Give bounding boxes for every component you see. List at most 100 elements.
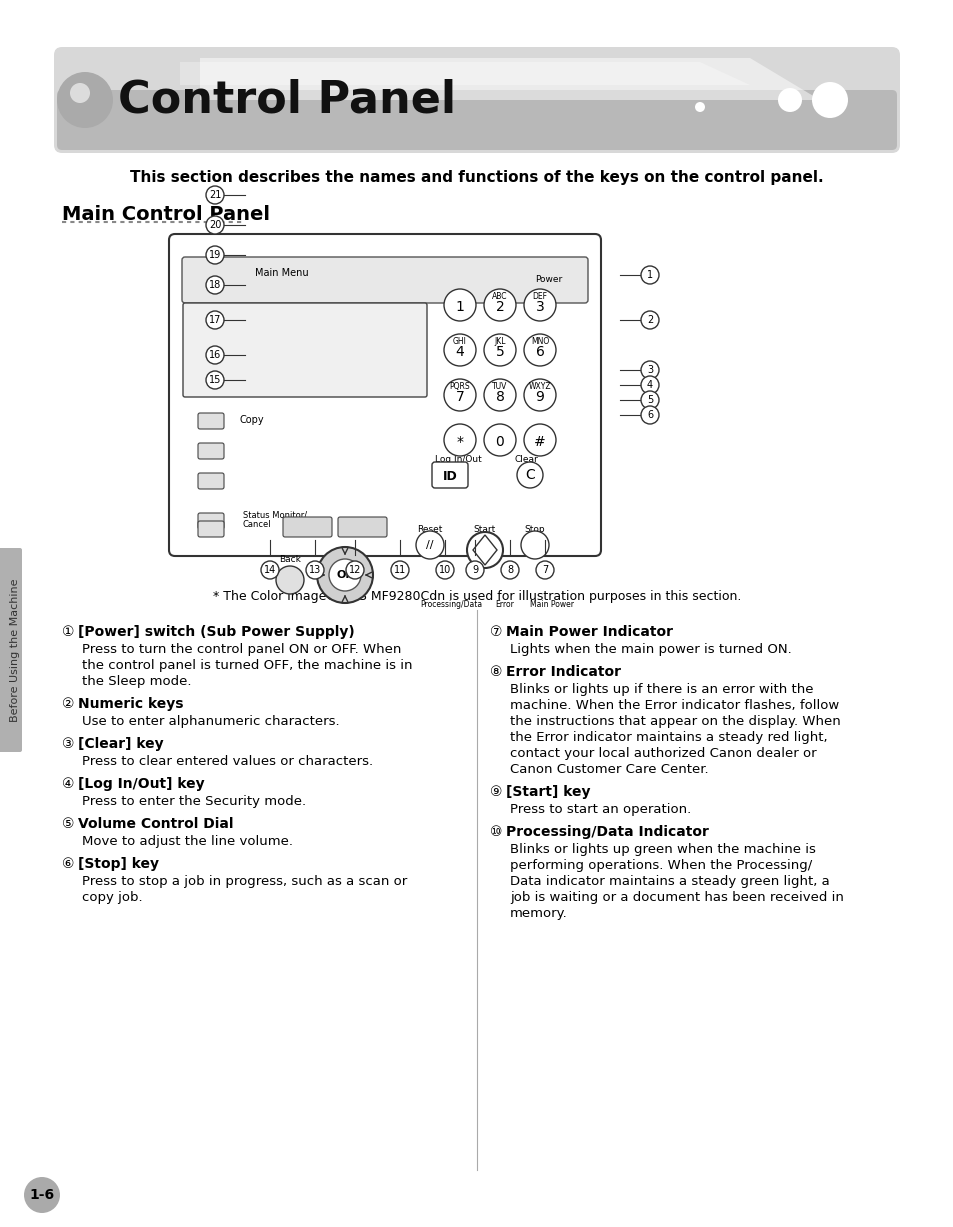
Text: the Sleep mode.: the Sleep mode. [82, 675, 192, 688]
Text: Use to enter alphanumeric characters.: Use to enter alphanumeric characters. [82, 715, 339, 728]
Text: the control panel is turned OFF, the machine is in: the control panel is turned OFF, the mac… [82, 659, 412, 672]
Text: Processing/Data Indicator: Processing/Data Indicator [505, 825, 708, 839]
FancyBboxPatch shape [183, 303, 427, 398]
Text: Power: Power [535, 275, 561, 283]
FancyBboxPatch shape [198, 513, 224, 529]
Text: 13: 13 [309, 564, 321, 575]
Text: 4: 4 [456, 345, 464, 360]
Text: Control Panel: Control Panel [118, 79, 456, 121]
Text: This section describes the names and functions of the keys on the control panel.: This section describes the names and fun… [130, 171, 823, 185]
Circle shape [443, 290, 476, 321]
Text: Press to start an operation.: Press to start an operation. [510, 802, 691, 816]
Text: ABC: ABC [492, 292, 507, 301]
Text: Error: Error [495, 600, 514, 609]
Text: ⑦: ⑦ [490, 625, 502, 639]
Text: Reset: Reset [416, 525, 442, 534]
Text: ⑨: ⑨ [490, 785, 502, 799]
Circle shape [640, 406, 659, 425]
Circle shape [811, 82, 847, 118]
FancyBboxPatch shape [169, 234, 600, 556]
Text: [Power] switch (Sub Power Supply): [Power] switch (Sub Power Supply) [78, 625, 355, 639]
Text: GHI: GHI [453, 337, 466, 346]
Text: Back: Back [279, 555, 300, 564]
Circle shape [483, 334, 516, 366]
Text: job is waiting or a document has been received in: job is waiting or a document has been re… [510, 891, 843, 904]
Text: 2: 2 [646, 315, 653, 325]
Text: Move to adjust the line volume.: Move to adjust the line volume. [82, 836, 293, 848]
Circle shape [523, 425, 556, 456]
Text: 8: 8 [506, 564, 513, 575]
Circle shape [206, 310, 224, 329]
Circle shape [436, 561, 454, 579]
Text: 5: 5 [496, 345, 504, 360]
Text: ⑥: ⑥ [62, 856, 74, 871]
Circle shape [443, 425, 476, 456]
Text: Canon Customer Care Center.: Canon Customer Care Center. [510, 763, 708, 775]
Circle shape [536, 561, 554, 579]
Circle shape [640, 375, 659, 394]
FancyBboxPatch shape [198, 413, 224, 429]
Text: 10: 10 [438, 564, 451, 575]
Circle shape [206, 371, 224, 389]
Text: Main Power Indicator: Main Power Indicator [505, 625, 672, 639]
Text: Clear: Clear [515, 455, 538, 464]
Text: 15: 15 [209, 375, 221, 385]
Circle shape [523, 379, 556, 411]
FancyBboxPatch shape [54, 47, 899, 153]
Text: 14: 14 [264, 564, 275, 575]
Circle shape [443, 334, 476, 366]
Text: [Clear] key: [Clear] key [78, 737, 164, 751]
Text: 18: 18 [209, 280, 221, 290]
Text: WXYZ: WXYZ [528, 382, 551, 391]
Text: ID: ID [442, 470, 456, 483]
FancyBboxPatch shape [432, 463, 468, 488]
Circle shape [206, 276, 224, 294]
Circle shape [391, 561, 409, 579]
Text: the instructions that appear on the display. When: the instructions that appear on the disp… [510, 715, 840, 728]
Circle shape [523, 290, 556, 321]
Circle shape [346, 561, 364, 579]
Text: Main Control Panel: Main Control Panel [62, 205, 270, 225]
Text: 11: 11 [394, 564, 406, 575]
Text: Log In/Out: Log In/Out [435, 455, 481, 464]
Text: Blinks or lights up if there is an error with the: Blinks or lights up if there is an error… [510, 683, 813, 696]
Text: Lights when the main power is turned ON.: Lights when the main power is turned ON. [510, 643, 791, 656]
Circle shape [206, 187, 224, 204]
Text: OK: OK [335, 571, 354, 580]
Text: 4: 4 [646, 380, 653, 390]
FancyBboxPatch shape [283, 517, 332, 537]
Text: copy job.: copy job. [82, 891, 143, 904]
Text: 2: 2 [496, 299, 504, 314]
Text: 3: 3 [646, 364, 653, 375]
Circle shape [316, 547, 373, 602]
Circle shape [483, 379, 516, 411]
Text: 3: 3 [535, 299, 544, 314]
Text: 9: 9 [535, 390, 544, 404]
Text: C: C [524, 467, 535, 482]
Text: performing operations. When the Processing/: performing operations. When the Processi… [510, 859, 811, 872]
Circle shape [483, 290, 516, 321]
Text: 7: 7 [456, 390, 464, 404]
Text: Press to stop a job in progress, such as a scan or: Press to stop a job in progress, such as… [82, 875, 407, 888]
Text: 1: 1 [646, 270, 653, 280]
Circle shape [467, 533, 502, 568]
Text: Processing/Data: Processing/Data [419, 600, 481, 609]
Circle shape [517, 463, 542, 488]
Text: MNO: MNO [530, 337, 549, 346]
Text: Press to enter the Security mode.: Press to enter the Security mode. [82, 795, 306, 809]
Text: Data indicator maintains a steady green light, a: Data indicator maintains a steady green … [510, 875, 829, 888]
Text: * The Color imageCLASS MF9280Cdn is used for illustration purposes in this secti: * The Color imageCLASS MF9280Cdn is used… [213, 590, 740, 602]
Text: ⑩: ⑩ [490, 825, 502, 839]
Circle shape [206, 216, 224, 234]
Text: [Start] key: [Start] key [505, 785, 590, 799]
Text: Before Using the Machine: Before Using the Machine [10, 578, 20, 721]
Circle shape [640, 266, 659, 283]
Text: contact your local authorized Canon dealer or: contact your local authorized Canon deal… [510, 747, 816, 760]
Circle shape [329, 560, 360, 591]
Polygon shape [200, 58, 820, 99]
Circle shape [275, 566, 304, 594]
Text: TUV: TUV [492, 382, 507, 391]
Circle shape [695, 102, 704, 112]
Text: 6: 6 [535, 345, 544, 360]
Text: Numeric keys: Numeric keys [78, 697, 183, 710]
